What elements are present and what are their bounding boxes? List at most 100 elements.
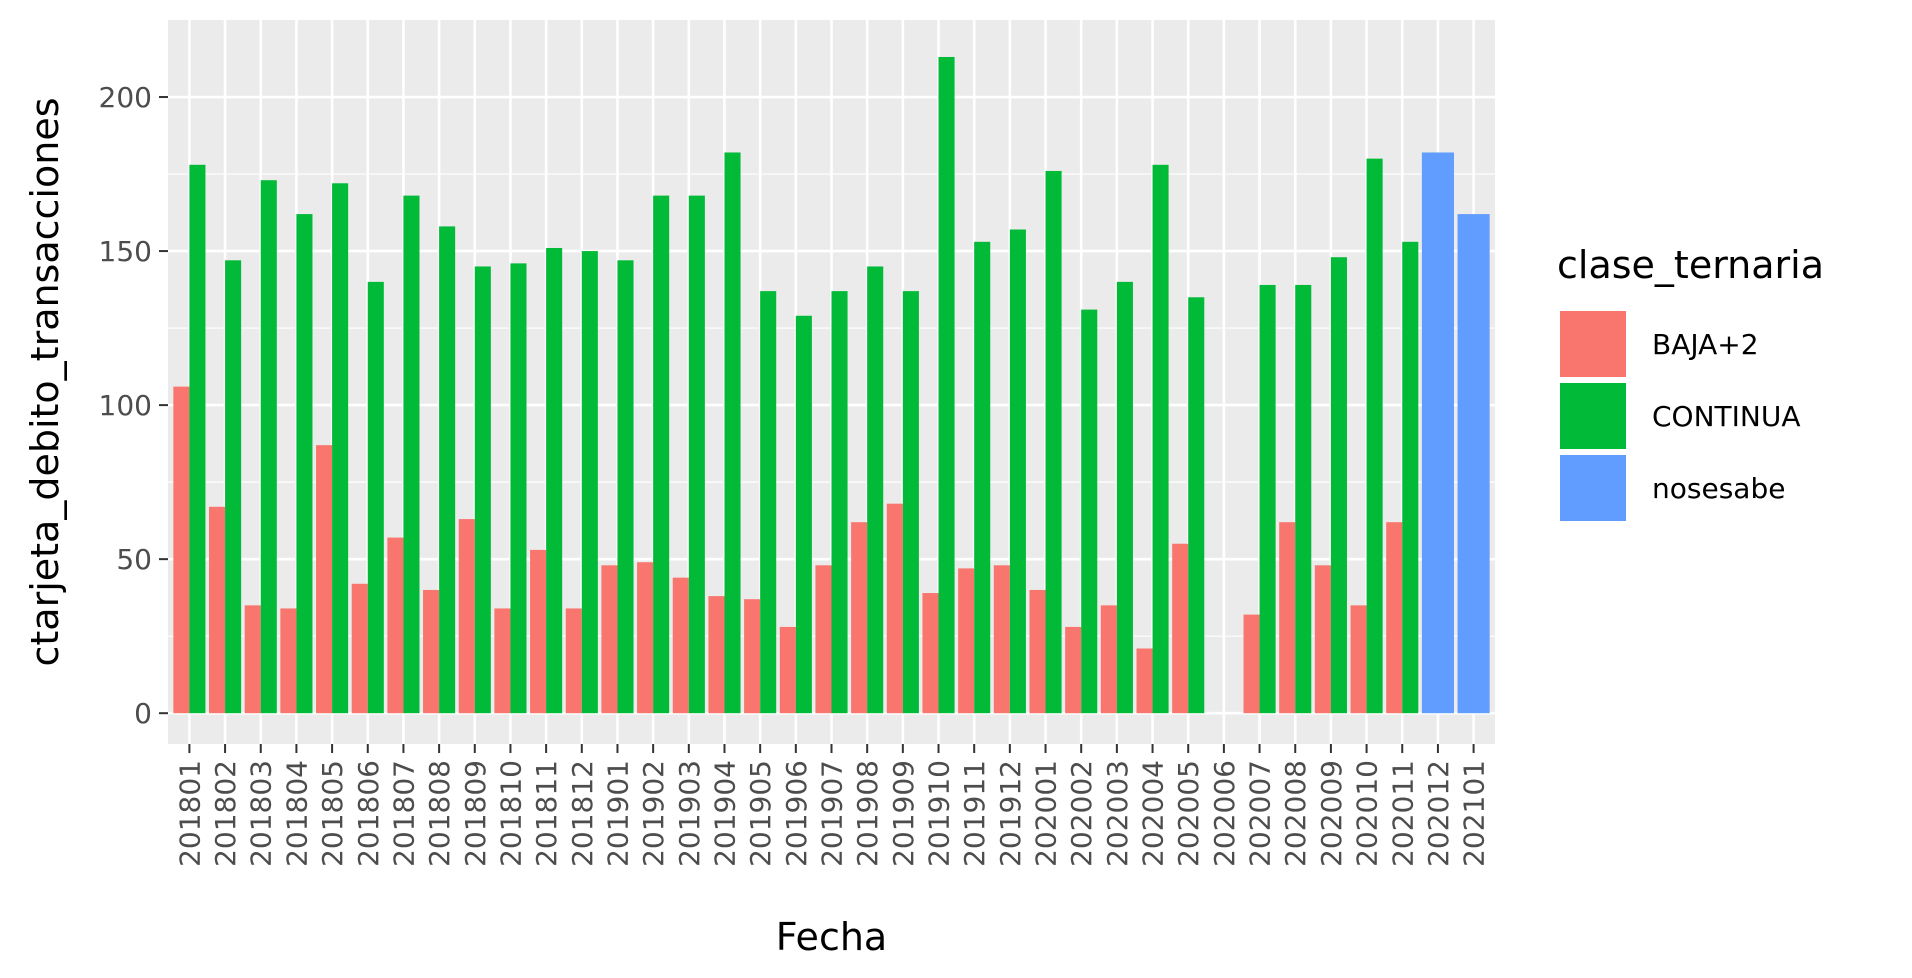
x-tick-label: 202005 (1172, 760, 1205, 867)
x-tick-label: 201903 (673, 760, 706, 867)
legend: clase_ternaria BAJA+2 CONTINUA nosesabe (1557, 243, 1824, 523)
bar-continua-201806 (367, 281, 384, 714)
x-tick-label: 202003 (1101, 760, 1134, 867)
x-tick-label: 202101 (1458, 760, 1491, 867)
bar-continua-201909 (902, 291, 919, 714)
x-tick-label: 202006 (1208, 760, 1241, 867)
bar-baja-2-202005 (1172, 543, 1189, 714)
bar-baja-2-201805 (316, 445, 333, 714)
bar-continua-202008 (1295, 284, 1312, 714)
bar-baja-2-201911 (958, 568, 975, 714)
y-tick-label: 50 (116, 543, 152, 576)
bar-continua-201911 (974, 241, 991, 714)
bar-baja-2-202002 (1065, 626, 1082, 714)
bar-baja-2-202007 (1243, 614, 1260, 714)
x-tick-label: 201907 (816, 760, 849, 867)
bar-continua-201907 (831, 291, 848, 714)
bar-baja-2-202009 (1314, 565, 1331, 714)
bar-baja-2-202011 (1386, 522, 1403, 714)
x-tick-label: 201803 (245, 760, 278, 867)
bar-baja-2-201905 (744, 599, 761, 714)
bar-continua-202005 (1188, 297, 1205, 714)
bar-continua-201906 (795, 315, 812, 714)
x-tick-label: 201904 (708, 760, 741, 867)
legend-key-baja-2 (1558, 309, 1628, 379)
x-tick-label: 201902 (637, 760, 670, 867)
bar-continua-202001 (1045, 170, 1062, 714)
x-tick-label: 201811 (530, 760, 563, 867)
y-tick-label: 100 (99, 389, 152, 422)
x-tick-label: 201905 (744, 760, 777, 867)
bar-continua-201908 (867, 266, 884, 714)
bar-baja-2-201907 (815, 565, 832, 714)
x-tick-label: 202002 (1065, 760, 1098, 867)
x-tick-label: 201809 (459, 760, 492, 867)
bar-baja-2-201811 (530, 549, 547, 714)
y-axis: 0 50 100 150 200 (99, 81, 168, 730)
bar-baja-2-201808 (423, 589, 440, 714)
bar-baja-2-201909 (886, 503, 903, 714)
bar-continua-201902 (653, 195, 670, 714)
bar-baja-2-202008 (1279, 522, 1296, 714)
bar-baja-2-201903 (672, 577, 689, 714)
bar-baja-2-201809 (458, 519, 475, 714)
bar-continua-201903 (688, 195, 705, 714)
bar-continua-202011 (1402, 241, 1419, 714)
bar-nosesabe-202012 (1421, 152, 1454, 714)
legend-key-nosesabe (1558, 453, 1628, 523)
legend-label-nosesabe: nosesabe (1652, 472, 1785, 505)
bar-nosesabe-202101 (1457, 214, 1490, 714)
legend-items: BAJA+2 CONTINUA nosesabe (1558, 309, 1801, 523)
bar-baja-2-201912 (993, 565, 1010, 714)
bar-baja-2-201802 (209, 506, 226, 714)
x-tick-label: 201911 (958, 760, 991, 867)
x-tick-label: 201909 (887, 760, 920, 867)
bar-baja-2-201906 (779, 626, 796, 714)
x-tick-label: 201806 (352, 760, 385, 867)
bar-baja-2-201807 (387, 537, 404, 714)
bar-continua-201905 (760, 291, 777, 714)
bar-baja-2-201902 (637, 562, 654, 714)
x-tick-label: 201912 (994, 760, 1027, 867)
x-tick-label: 202007 (1244, 760, 1277, 867)
bar-baja-2-201803 (244, 605, 261, 714)
bar-continua-201805 (332, 183, 349, 714)
x-tick-label: 201810 (494, 760, 527, 867)
bar-continua-201802 (225, 260, 242, 714)
bar-continua-201807 (403, 195, 420, 714)
x-tick-label: 202004 (1137, 760, 1170, 867)
x-tick-label: 202012 (1422, 760, 1455, 867)
legend-key-continua (1558, 381, 1628, 451)
y-axis-title: ctarjeta_debito_transacciones (23, 98, 67, 667)
bar-continua-202003 (1116, 281, 1133, 714)
bar-baja-2-201904 (708, 596, 725, 714)
bar-continua-201801 (189, 164, 206, 714)
x-tick-label: 202001 (1030, 760, 1063, 867)
bar-baja-2-201810 (494, 608, 511, 714)
x-tick-label: 201804 (280, 760, 313, 867)
x-tick-label: 202010 (1351, 760, 1384, 867)
x-axis-title: Fecha (776, 915, 887, 959)
bar-baja-2-202004 (1136, 648, 1153, 714)
bar-continua-201901 (617, 260, 634, 714)
bar-continua-202009 (1330, 257, 1347, 714)
bar-continua-202002 (1081, 309, 1098, 714)
bar-continua-201812 (581, 251, 598, 714)
bar-continua-201811 (546, 247, 563, 714)
bar-continua-201804 (296, 214, 313, 714)
x-tick-label: 201910 (923, 760, 956, 867)
legend-title: clase_ternaria (1557, 243, 1824, 287)
y-tick-label: 0 (134, 697, 152, 730)
x-tick-label: 201812 (566, 760, 599, 867)
bar-continua-201904 (724, 152, 741, 714)
x-tick-label: 202011 (1386, 760, 1419, 867)
bar-baja-2-202010 (1350, 605, 1367, 714)
legend-label-baja-2: BAJA+2 (1652, 328, 1759, 361)
y-tick-label: 200 (99, 81, 152, 114)
bar-continua-201912 (1009, 229, 1026, 714)
bar-baja-2-201812 (565, 608, 582, 714)
bar-continua-201809 (474, 266, 491, 714)
bar-baja-2-202003 (1100, 605, 1117, 714)
x-tick-label: 201906 (780, 760, 813, 867)
